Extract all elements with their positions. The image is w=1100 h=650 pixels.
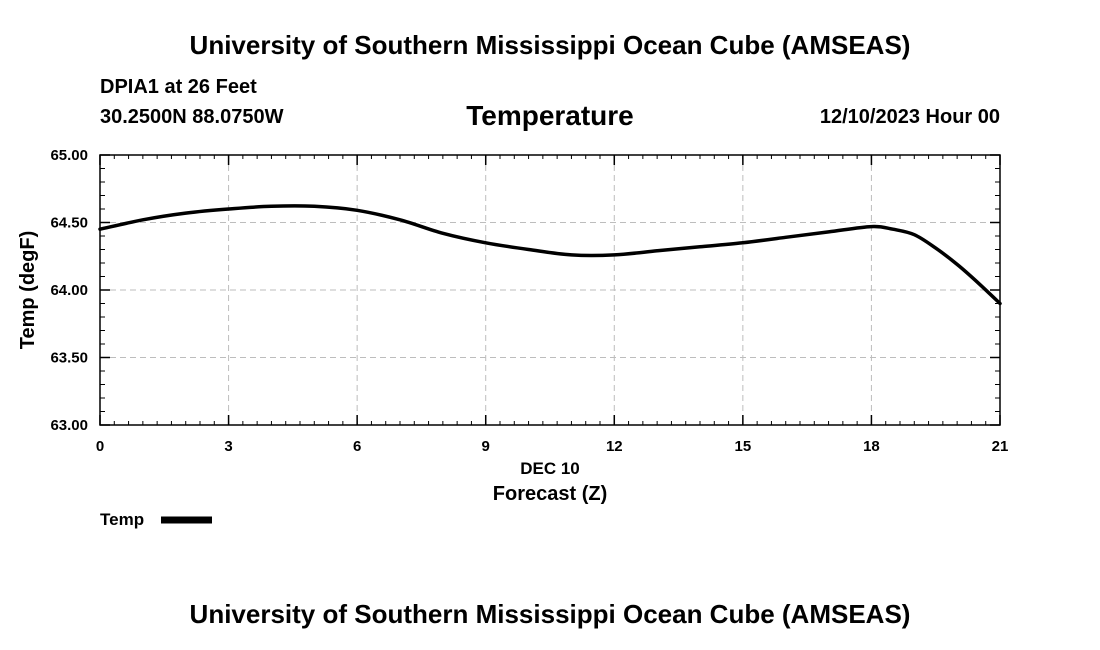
x-tick-label: 6: [353, 438, 361, 455]
x-axis-label: Forecast (Z): [493, 483, 607, 505]
legend-label-temp: Temp: [100, 510, 144, 529]
legend: Temp: [100, 510, 212, 529]
series-line-temp: [98, 204, 1002, 306]
station-label: DPIA1 at 26 Feet: [100, 76, 257, 98]
x-tick-label: 12: [606, 438, 623, 455]
y-axis-label: Temp (degF): [17, 231, 39, 350]
x-tick-label: 9: [482, 438, 490, 455]
chart-title: Temperature: [466, 100, 634, 131]
y-tick-label: 65.00: [50, 147, 88, 164]
y-tick-label: 64.50: [50, 215, 88, 232]
x-tick-label: 21: [992, 438, 1009, 455]
y-tick-label: 63.50: [50, 350, 88, 367]
y-tick-label: 64.00: [50, 282, 88, 299]
x-date-label: DEC 10: [520, 459, 580, 478]
coordinates-label: 30.2500N 88.0750W: [100, 106, 284, 128]
footer-title: University of Southern Mississippi Ocean…: [189, 599, 911, 629]
grid-lines: [100, 155, 1000, 425]
forecast-date-label: 12/10/2023 Hour 00: [819, 106, 1000, 128]
plot-frame: [99, 154, 1001, 426]
x-tick-label: 18: [863, 438, 880, 455]
x-tick-label: 3: [224, 438, 232, 455]
tick-labels: 0 3 6 9 12 15 18 21 63.00 63.50 64.00 64.50 65.00: [50, 147, 1008, 455]
report-title: University of Southern Mississippi Ocean…: [189, 30, 911, 60]
x-tick-label: 0: [96, 438, 104, 455]
x-tick-label: 15: [735, 438, 752, 455]
y-tick-label: 63.00: [50, 417, 88, 434]
